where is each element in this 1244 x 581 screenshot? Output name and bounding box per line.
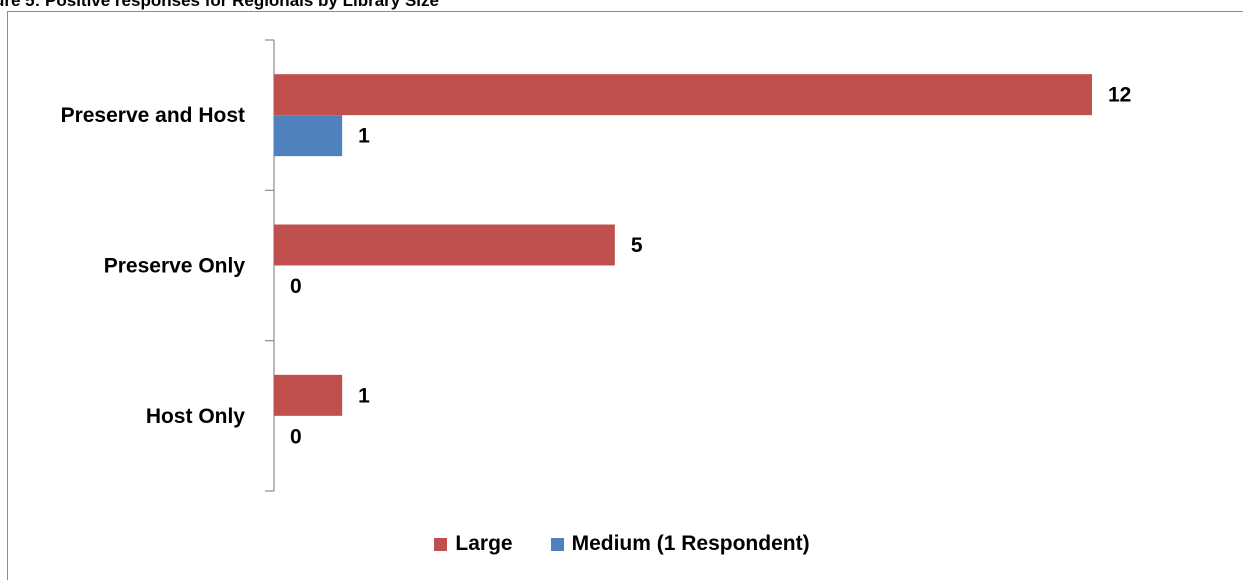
- legend-swatch-large: [434, 537, 448, 551]
- bar-large-preserve-and-host: [274, 74, 1092, 116]
- data-label-large-preserve-and-host: 12: [1108, 84, 1131, 107]
- category-label-preserve-and-host: Preserve and Host: [61, 104, 245, 127]
- bar-large-host-only: [274, 374, 343, 416]
- chart-frame: [7, 11, 1243, 580]
- legend-label-medium: Medium (1 Respondent): [571, 532, 810, 555]
- data-label-medium-preserve-only: 0: [290, 275, 302, 298]
- legend-label-large: Large: [455, 532, 513, 555]
- data-label-large-host-only: 1: [358, 384, 370, 407]
- legend-item-large: Large: [434, 532, 513, 556]
- category-label-preserve-only: Preserve Only: [104, 255, 246, 278]
- data-label-medium-preserve-and-host: 1: [358, 125, 370, 148]
- legend-item-medium: Medium (1 Respondent): [550, 532, 810, 556]
- bar-large-preserve-only: [274, 224, 615, 266]
- legend-swatch-medium: [550, 537, 564, 551]
- figure-title: ure 5: Positive responses for Regionals …: [0, 0, 439, 10]
- legend: Large Medium (1 Respondent): [0, 532, 1244, 556]
- data-label-large-preserve-only: 5: [631, 234, 643, 257]
- category-label-host-only: Host Only: [146, 405, 245, 428]
- bar-medium-preserve-and-host: [274, 115, 343, 157]
- data-label-medium-host-only: 0: [290, 425, 302, 448]
